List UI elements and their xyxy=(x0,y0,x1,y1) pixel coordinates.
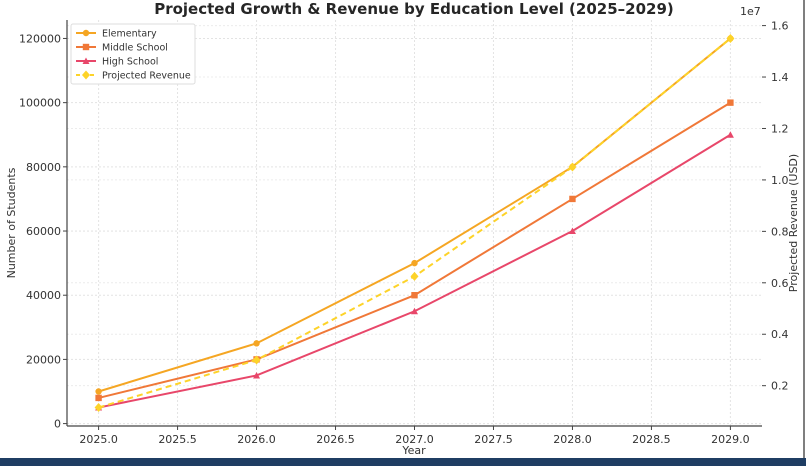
y2-tick-label: 0.2 xyxy=(771,380,789,393)
x-tick-label: 2028.5 xyxy=(632,433,671,446)
legend-box xyxy=(70,23,196,85)
y2-tick-label: 0.8 xyxy=(771,225,789,238)
y2-tick-label: 1.6 xyxy=(771,20,789,33)
legend: Elementary Middle School High School Projec… xyxy=(70,23,196,85)
legend-label: High School xyxy=(102,57,158,68)
x-tick-label: 2027.5 xyxy=(474,433,513,446)
x-tick-label: 2029.0 xyxy=(711,433,750,446)
y-tick-label: 40000 xyxy=(26,289,61,302)
data-point-projected-revenue xyxy=(252,355,261,365)
y2-axis-label: Projected Revenue (USD) xyxy=(787,154,800,292)
y2-tick-label: 0.6 xyxy=(771,277,789,290)
data-point-high-school xyxy=(726,131,734,138)
chart-title: Projected Growth & Revenue by Education … xyxy=(154,0,674,18)
data-point-projected-revenue xyxy=(94,403,103,413)
x-tick-label: 2026.0 xyxy=(237,433,276,446)
y2-offset-label: 1e7 xyxy=(740,5,761,18)
data-point-elementary xyxy=(253,340,260,347)
y-axis-label: Number of Students xyxy=(5,167,18,278)
y-tick-label: 80000 xyxy=(26,161,61,174)
data-point-elementary xyxy=(95,388,102,395)
y2-tick-label: 1.4 xyxy=(771,71,789,84)
y-tick-label: 0 xyxy=(54,418,61,431)
x-tick-label: 2025.5 xyxy=(158,433,197,446)
x-tick-label: 2026.5 xyxy=(316,433,355,446)
data-point-middle-school xyxy=(95,394,102,402)
data-point-projected-revenue xyxy=(568,162,577,172)
data-point-middle-school xyxy=(569,195,576,203)
data-point-high-school xyxy=(568,227,576,235)
data-point-high-school xyxy=(411,307,418,315)
legend-marker xyxy=(82,70,90,80)
x-tick-label: 2027.0 xyxy=(395,433,434,446)
bottom-bar xyxy=(0,458,806,466)
y2-tick-label: 1.0 xyxy=(771,174,789,187)
y-tick-label: 120000 xyxy=(19,32,61,45)
legend-label: Middle School xyxy=(102,43,168,54)
y2-tick-label: 0.4 xyxy=(771,328,789,341)
data-point-projected-revenue xyxy=(410,271,419,281)
legend-label: Elementary xyxy=(102,29,157,40)
y-tick-label: 20000 xyxy=(26,353,61,366)
x-tick-label: 2028.0 xyxy=(553,433,592,446)
y2-tick-label: 1.2 xyxy=(771,122,789,135)
legend-marker xyxy=(82,29,90,37)
x-axis-label: Year xyxy=(401,444,426,457)
data-point-middle-school xyxy=(411,292,418,299)
legend-marker xyxy=(82,57,90,64)
y-tick-label: 100000 xyxy=(19,97,61,110)
x-tick-label: 2025.0 xyxy=(79,433,118,446)
legend-marker xyxy=(82,43,90,51)
y-tick-label: 60000 xyxy=(26,225,61,238)
data-point-middle-school xyxy=(727,99,734,106)
data-point-projected-revenue xyxy=(726,33,735,43)
data-point-high-school xyxy=(253,371,261,379)
data-point-elementary xyxy=(411,259,418,267)
legend-label: Projected Revenue xyxy=(102,71,191,82)
